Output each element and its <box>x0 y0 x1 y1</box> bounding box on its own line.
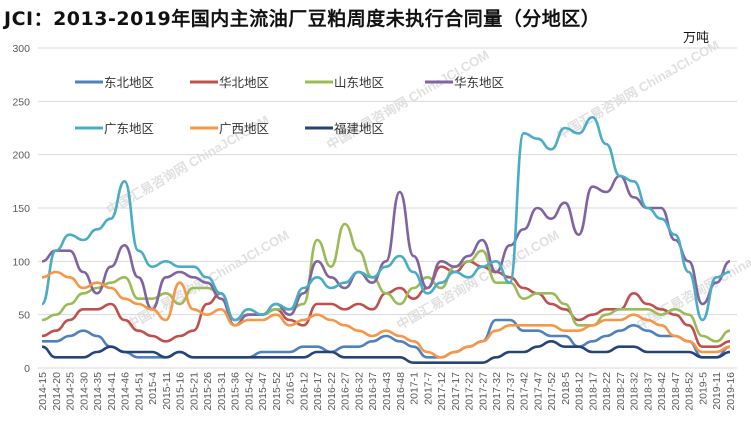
series-line-1 <box>42 318 731 359</box>
legend-label: 华东地区 <box>454 75 504 90</box>
x-tick-label: 2017-1 <box>409 372 421 405</box>
y-tick-label: 250 <box>12 96 30 108</box>
x-tick-label: 2015-36 <box>230 372 242 411</box>
x-tick-label: 2015-42 <box>243 372 255 411</box>
legend-item: 广东地区 <box>75 121 154 136</box>
x-tick-label: 2015-52 <box>271 372 283 411</box>
x-tick-label: 2018-17 <box>587 372 599 411</box>
x-tick-label: 2018-42 <box>656 372 668 411</box>
x-tick-label: 2018-47 <box>670 372 682 411</box>
x-tick-label: 2014-41 <box>106 372 118 411</box>
x-tick-label: 2018-27 <box>615 372 627 411</box>
y-tick-label: 200 <box>12 150 30 162</box>
x-tick-label: 2019-5 <box>697 372 709 405</box>
x-tick-label: 2016-27 <box>340 372 352 411</box>
x-tick-label: 2014-51 <box>133 372 145 411</box>
x-tick-label: 2017-52 <box>546 372 558 411</box>
y-tick-label: 300 <box>12 43 30 55</box>
y-tick-label: 150 <box>12 203 30 215</box>
x-tick-label: 2015-31 <box>216 372 228 411</box>
x-tick-label: 2017-32 <box>491 372 503 411</box>
x-tick-label: 2016-48 <box>395 372 407 411</box>
x-tick-label: 2014-15 <box>37 372 49 411</box>
x-tick-label: 2016-37 <box>367 372 379 411</box>
y-tick-label: 50 <box>18 310 30 322</box>
x-tick-label: 2019-11 <box>711 372 723 410</box>
x-tick-label: 2014-46 <box>120 372 132 411</box>
x-tick-label: 2016-43 <box>381 372 393 411</box>
legend-item: 广西地区 <box>190 121 269 136</box>
watermark: 中国汇易咨询网 ChinaJCI.COM <box>554 37 722 142</box>
y-tick-label: 100 <box>12 256 30 268</box>
x-tick-label: 2018-22 <box>601 372 613 411</box>
x-tick-label: 2016-17 <box>312 372 324 411</box>
x-tick-label: 2014-20 <box>51 372 63 411</box>
x-tick-label: 2017-17 <box>450 372 462 411</box>
legend-item: 东北地区 <box>75 75 154 90</box>
x-tick-label: 2017-7 <box>422 372 434 405</box>
series-line-6 <box>41 270 731 359</box>
x-tick-label: 2017-42 <box>519 372 531 411</box>
x-tick-label: 2014-35 <box>92 372 104 411</box>
legend-label: 广东地区 <box>104 121 154 136</box>
watermark: 中国汇易咨询网 ChinaJCI.COM <box>124 227 292 332</box>
x-tick-label: 2015-4 <box>147 372 159 405</box>
x-tick-label: 2018-52 <box>684 372 696 411</box>
x-tick-label: 2015-47 <box>257 372 269 411</box>
legend-label: 广西地区 <box>219 121 269 136</box>
watermark: 中国汇易咨询网 ChinaJCI.COM <box>324 47 492 152</box>
x-tick-label: 2018-37 <box>642 372 654 411</box>
x-tick-label: 2017-27 <box>477 372 489 411</box>
x-tick-label: 2016-5 <box>285 372 297 405</box>
x-tick-label: 2014-25 <box>65 372 77 411</box>
unit-label: 万吨 <box>683 31 710 46</box>
x-tick-label: 2015-11 <box>161 372 173 410</box>
x-tick-label: 2015-26 <box>202 372 214 411</box>
x-tick-label: 2016-12 <box>298 372 310 411</box>
x-tick-label: 2014-30 <box>78 372 90 411</box>
series-line-4 <box>41 174 731 327</box>
legend-item: 福建地区 <box>305 121 384 136</box>
legend-label: 东北地区 <box>104 75 154 90</box>
x-tick-label: 2017-12 <box>436 372 448 411</box>
x-tick-label: 2018-12 <box>574 372 586 411</box>
legend-label: 华北地区 <box>219 75 269 90</box>
chart-title: JCI：2013-2019年国内主流油厂豆粕周度未执行合同量（分地区） <box>4 8 601 30</box>
series-line-5 <box>40 116 731 322</box>
x-tick-label: 2017-47 <box>532 372 544 411</box>
series-line-7 <box>41 340 731 364</box>
x-tick-label: 2019-16 <box>725 372 737 411</box>
y-tick-label: 0 <box>24 363 30 375</box>
x-tick-label: 2018-5 <box>560 372 572 405</box>
series-line-2 <box>41 260 731 348</box>
x-tick-label: 2015-16 <box>175 372 187 411</box>
legend-label: 山东地区 <box>334 75 384 90</box>
x-tick-label: 2016-22 <box>326 372 338 411</box>
legend-item: 山东地区 <box>305 75 384 90</box>
x-tick-label: 2017-37 <box>505 372 517 411</box>
legend-item: 华北地区 <box>190 75 269 90</box>
legend-label: 福建地区 <box>334 121 384 136</box>
x-tick-label: 2018-32 <box>629 372 641 411</box>
x-tick-label: 2017-22 <box>464 372 476 411</box>
x-tick-label: 2015-21 <box>188 372 200 411</box>
legend-item: 华东地区 <box>425 75 504 90</box>
x-tick-label: 2016-32 <box>353 372 365 411</box>
